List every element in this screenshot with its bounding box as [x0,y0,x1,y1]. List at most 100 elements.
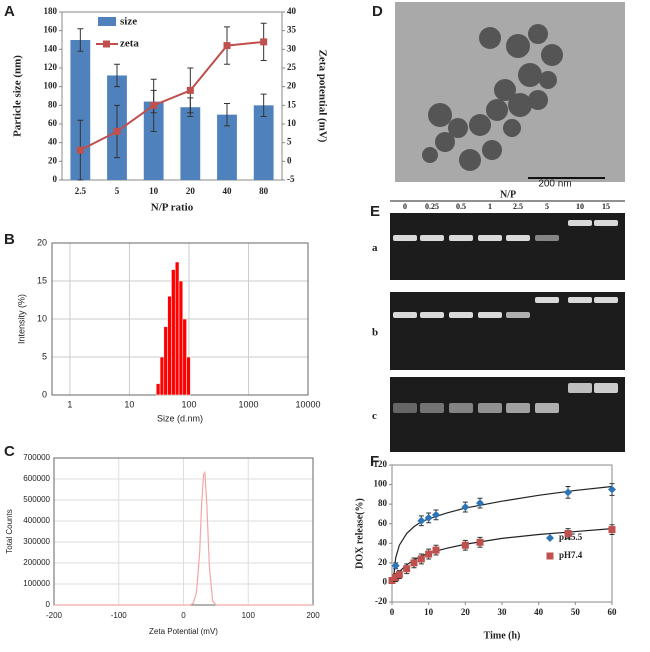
marker [76,146,84,154]
y-axis-label: Total Counts [5,509,14,553]
gel-image [390,213,625,452]
row-label: b [372,327,378,339]
panel-label: C [4,443,15,460]
marker [608,485,616,494]
x-tick-label: 80 [259,186,269,196]
lane-label: 5 [545,202,549,211]
y-tick-label: 20 [378,557,388,567]
legend-swatch [546,534,554,542]
x-tick-label: 10 [149,186,159,196]
y-tick-label: 0 [383,576,388,586]
histogram-bar [182,318,187,396]
x-tick-label: 40 [223,186,233,196]
y2-tick-label: 25 [287,62,297,72]
tem-image [395,2,625,182]
error-bar [77,28,84,52]
histogram-bar [171,269,176,396]
marker [432,510,440,519]
bar [217,114,237,180]
x-tick-label: -200 [46,611,63,620]
y-tick-label: 0 [46,600,51,609]
gel-band [449,235,473,241]
y-tick-label: 80 [48,99,58,109]
y-tick-label: 160 [44,25,58,35]
marker [424,513,433,522]
y-tick-label: 500000 [23,495,50,504]
legend-label: zeta [120,38,139,50]
marker [425,550,433,558]
bar [70,40,91,180]
histogram-bar [155,383,161,396]
row-label: c [372,410,377,422]
marker [417,516,426,525]
y-tick-label: 20 [48,155,58,165]
y-tick-label: 5 [42,351,47,361]
x-tick-label: 200 [306,611,320,620]
gel-band [506,312,530,318]
x-tick-label: 100 [242,611,256,620]
x-tick-label: 60 [608,607,618,617]
histogram-bar [174,261,180,396]
gel-band [568,220,592,226]
x-tick-label: 20 [186,186,196,196]
legend-label: pH5.5 [559,532,583,542]
y-tick-label: 0 [42,389,47,399]
lane-label: 0 [403,202,407,211]
marker [223,42,231,50]
lane-label: 0.25 [425,202,439,211]
row-label: a [372,242,378,254]
y2-tick-label: 30 [287,43,297,53]
legend-swatch [98,17,116,26]
y2-tick-label: 15 [287,99,297,109]
x-tick-label: 50 [571,607,581,617]
x-tick-label: 2.5 [75,186,87,196]
y-tick-label: 100000 [23,579,50,588]
x-axis-label: Time (h) [484,630,521,641]
y-tick-label: 100 [44,81,58,91]
marker [476,538,484,546]
x-tick-label: 10 [124,399,134,409]
x-axis-label: Zeta Potential (mV) [149,627,218,636]
marker [461,541,469,549]
panel-label: A [4,3,15,20]
x-tick-label: 0 [181,611,186,620]
y2-axis-label: Zeta potential (mV) [316,50,328,143]
x-axis-label: N/P ratio [151,202,194,214]
scale-label: 200 nm [538,179,571,190]
gel-band [478,403,502,413]
gel-band [393,312,417,318]
marker [461,503,470,512]
y-tick-label: 180 [44,6,58,16]
y-axis-label: DOX release(%) [354,498,365,569]
x-tick-label: 5 [115,186,120,196]
y2-tick-label: 5 [287,137,292,147]
marker [392,574,400,582]
y-axis-label: Intensity (%) [16,294,26,344]
y2-tick-label: 20 [287,81,297,91]
marker [608,526,616,534]
gel-band [535,297,559,303]
x-tick-label: 10000 [295,399,320,409]
gel-band [420,235,444,241]
lane-label: 2.5 [513,202,523,211]
marker [260,38,268,46]
gel-band [594,220,618,226]
marker [388,576,396,584]
gel-band [449,312,473,318]
legend-swatch [546,552,554,560]
gel-band [535,403,559,413]
y-tick-label: 80 [378,498,388,508]
histogram-bar [159,356,165,396]
marker [113,127,121,135]
lane-label: 15 [602,202,610,211]
gel-band [393,235,417,241]
y-tick-label: 400000 [23,516,50,525]
legend-label: size [120,16,137,28]
y-tick-label: 700000 [23,453,50,462]
legend-swatch [103,40,110,48]
histogram-bar [167,295,172,396]
y-tick-label: 40 [48,137,58,147]
gel-title: N/P [500,189,516,200]
marker [391,561,400,570]
histogram-bar [178,280,184,396]
